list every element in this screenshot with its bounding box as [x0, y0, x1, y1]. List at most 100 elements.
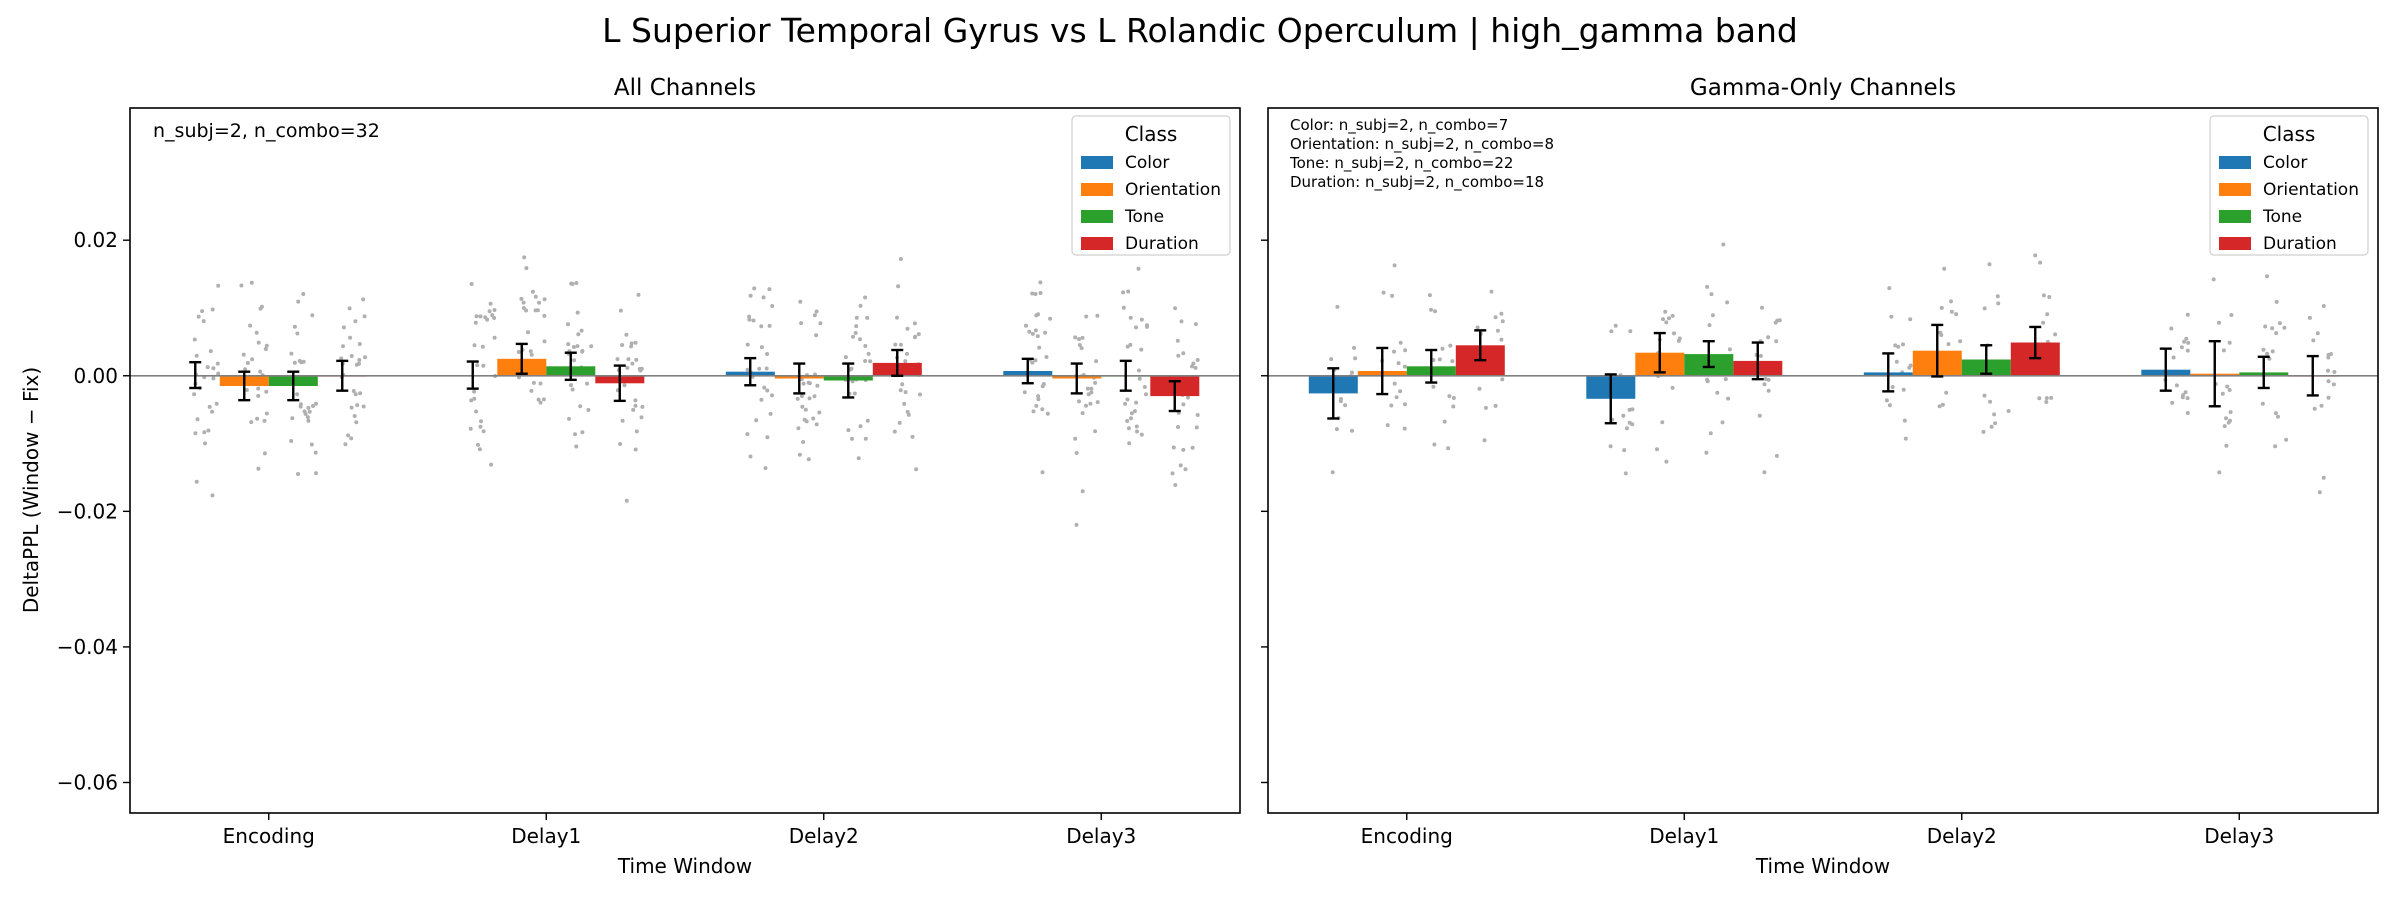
scatter-point: [1038, 291, 1043, 295]
scatter-point: [1033, 328, 1038, 333]
scatter-point: [1440, 346, 1445, 351]
scatter-point: [1889, 314, 1894, 319]
scatter-point: [1709, 292, 1714, 297]
scatter-point: [748, 293, 753, 298]
scatter-point: [1624, 426, 1629, 431]
scatter-point: [1126, 426, 1131, 431]
scatter-point: [353, 319, 358, 324]
scatter-point: [2326, 368, 2330, 373]
scatter-point: [472, 396, 477, 401]
scatter-point: [1194, 425, 1199, 430]
scatter-point: [1125, 344, 1130, 349]
scatter-point: [574, 444, 579, 449]
scatter-point: [2227, 340, 2232, 345]
scatter-point: [2260, 401, 2265, 406]
scatter-point: [2044, 400, 2049, 404]
scatter-point: [476, 442, 480, 447]
scatter-point: [1902, 418, 1907, 423]
scatter-point: [298, 404, 303, 409]
scatter-point: [303, 411, 308, 416]
scatter-point: [1171, 445, 1176, 450]
scatter-point: [575, 344, 580, 349]
scatter-point: [856, 456, 861, 461]
scatter-point: [759, 397, 764, 402]
scatter-point: [912, 321, 917, 326]
scatter-point: [1403, 402, 1407, 407]
scatter-point: [1176, 353, 1181, 358]
scatter-point: [211, 376, 216, 381]
scatter-point: [1173, 306, 1178, 311]
scatter-point: [1630, 422, 1635, 427]
scatter-point: [305, 415, 310, 420]
scatter-point: [2045, 312, 2050, 317]
legend-swatch: [2219, 183, 2251, 196]
scatter-point: [207, 404, 212, 409]
scatter-point: [1893, 343, 1898, 348]
scatter-point: [1034, 403, 1039, 408]
scatter-point: [1982, 306, 1987, 311]
scatter-point: [747, 314, 752, 319]
scatter-point: [1330, 470, 1335, 475]
scatter-point: [249, 420, 254, 425]
scatter-point: [361, 297, 366, 302]
scatter-point: [1429, 307, 1433, 312]
scatter-point: [1144, 392, 1148, 397]
scatter-point: [1129, 416, 1133, 421]
scatter-point: [2224, 416, 2228, 421]
scatter-point: [2185, 411, 2190, 415]
scatter-point: [897, 420, 902, 425]
scatter-point: [296, 472, 300, 476]
scatter-point: [355, 403, 360, 408]
scatter-point: [2053, 332, 2058, 337]
scatter-point: [1667, 316, 1671, 321]
scatter-point: [1766, 388, 1771, 393]
scatter-point: [256, 340, 261, 345]
scatter-point: [259, 304, 264, 309]
scatter-point: [2185, 348, 2190, 353]
scatter-point: [1402, 426, 1407, 431]
scatter-point: [767, 287, 772, 292]
scatter-point: [2270, 326, 2275, 331]
y-axis-label: DeltaPPL (Window − Fix): [19, 367, 43, 613]
scatter-point: [1181, 351, 1186, 356]
legend-swatch: [1081, 237, 1113, 250]
scatter-point: [1134, 400, 1139, 405]
scatter-point: [1040, 407, 1045, 412]
scatter-point: [1033, 358, 1038, 363]
scatter-point: [1896, 344, 1901, 349]
scatter-point: [248, 323, 253, 328]
scatter-point: [761, 295, 766, 300]
scatter-point: [528, 349, 533, 354]
scatter-point: [1901, 387, 1906, 392]
scatter-point: [1190, 445, 1195, 450]
annotation-text: Duration: n_subj=2, n_combo=18: [1290, 173, 1544, 192]
scatter-point: [1901, 342, 1905, 347]
scatter-point: [634, 429, 639, 434]
scatter-point: [863, 295, 868, 300]
x-axis-label: Time Window: [1755, 854, 1890, 878]
scatter-point: [752, 286, 757, 291]
scatter-point: [893, 342, 898, 347]
scatter-point: [1134, 325, 1138, 330]
scatter-point: [521, 306, 526, 310]
scatter-point: [1080, 335, 1085, 340]
scatter-point: [1077, 337, 1081, 342]
scatter-point: [538, 381, 543, 386]
scatter-point: [2049, 395, 2054, 400]
scatter-point: [858, 424, 863, 429]
scatter-point: [1139, 347, 1144, 352]
scatter-point: [347, 306, 352, 311]
scatter-point: [258, 369, 263, 374]
scatter-point: [263, 347, 268, 351]
scatter-point: [1760, 305, 1764, 310]
scatter-point: [1040, 384, 1045, 389]
scatter-point: [299, 360, 304, 365]
scatter-point: [542, 297, 547, 302]
scatter-point: [770, 304, 775, 308]
scatter-point: [1080, 411, 1085, 416]
x-tick-label: Delay1: [1649, 824, 1719, 848]
scatter-point: [765, 435, 770, 440]
scatter-point: [2273, 411, 2278, 416]
scatter-point: [1431, 358, 1436, 362]
scatter-point: [1190, 364, 1194, 369]
